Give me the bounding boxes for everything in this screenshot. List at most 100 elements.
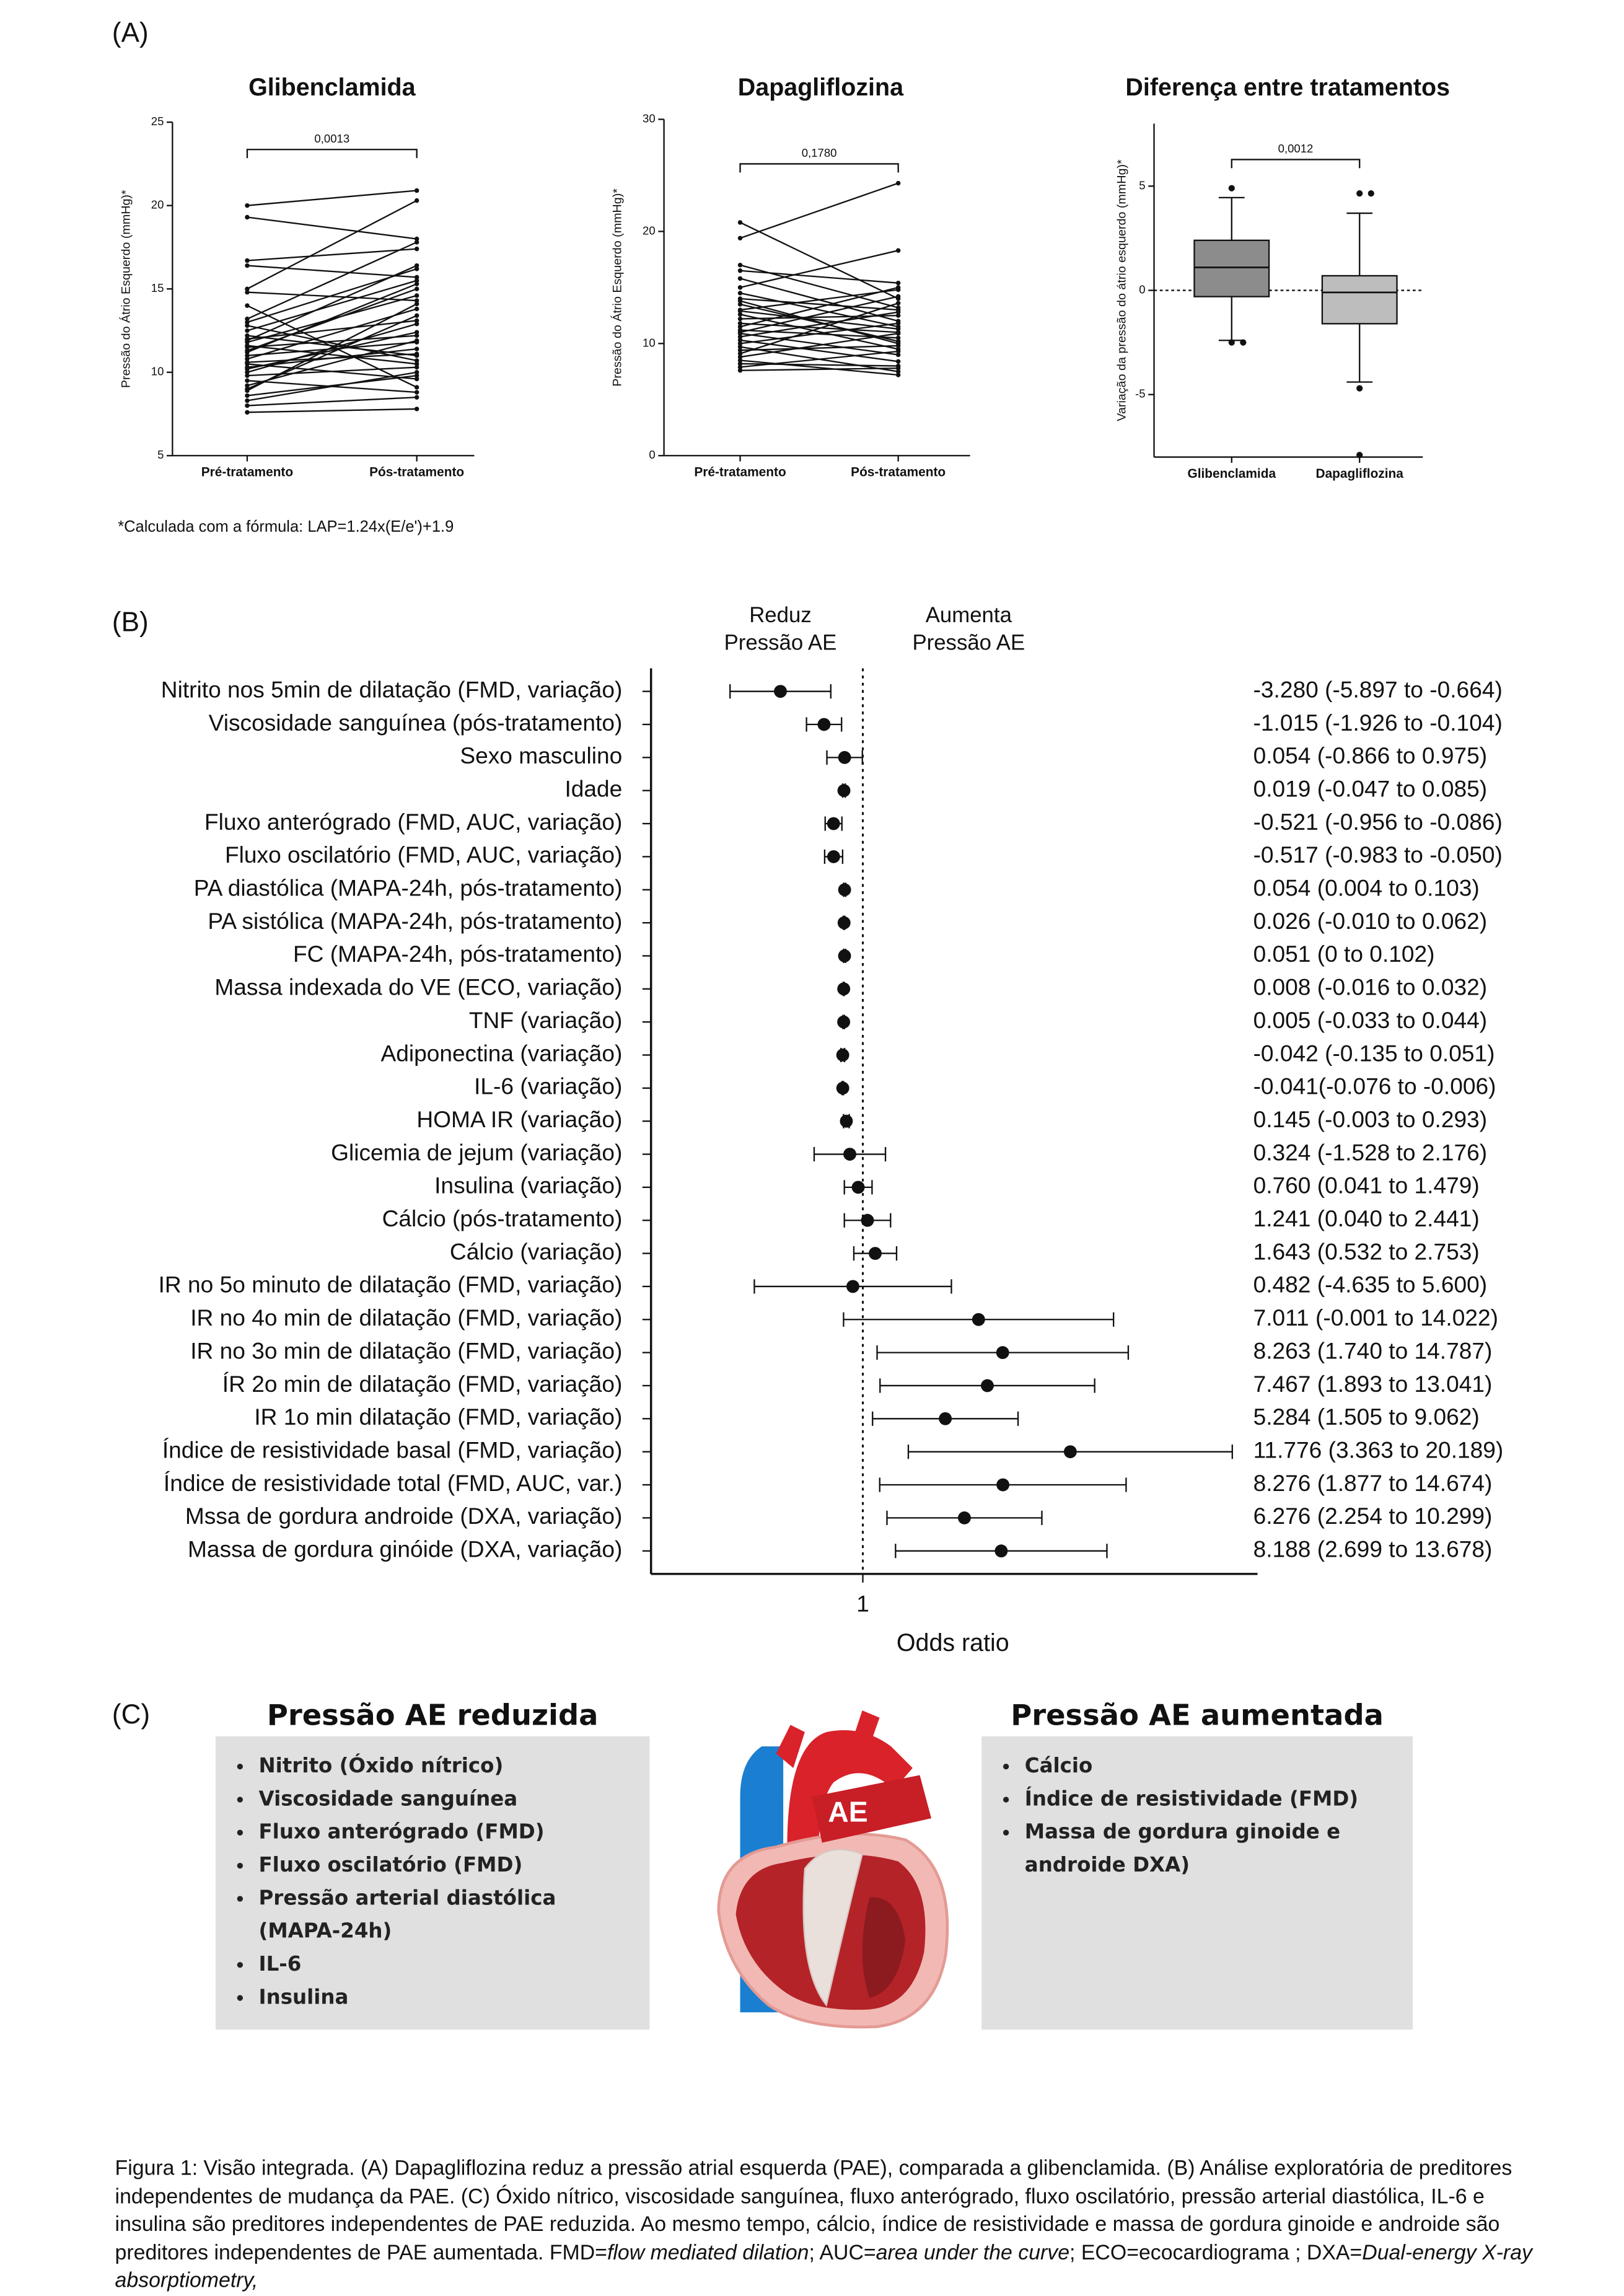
point [737,285,743,290]
point [245,328,250,333]
x-tick-label: Pré-tratamento [694,465,786,480]
y-tick-label: -5 [1135,387,1146,400]
row-label: Sexo masculino [460,742,622,768]
row-label: IL-6 (variação) [474,1073,622,1099]
point [245,214,250,220]
point [245,345,250,350]
row-label: Adiponectina (variação) [380,1040,622,1066]
point [895,366,901,371]
point [245,386,250,392]
value-label: 0.005 (-0.033 to 0.044) [1253,1007,1488,1033]
point [414,364,419,370]
y-tick-label: 0 [1139,283,1145,296]
point-estimate [837,916,851,930]
annotation: 0,0012 [1278,142,1314,155]
point [245,378,250,383]
row-label: Nitrito nos 5min de dilatação (FMD, vari… [161,676,623,702]
value-label: 0.026 (-0.010 to 0.062) [1253,908,1488,934]
value-label: 8.263 (1.740 to 14.787) [1253,1337,1493,1363]
point [414,318,419,323]
value-label: -0.517 (-0.983 to -0.050) [1253,842,1503,868]
point-estimate [1063,1445,1077,1459]
point [414,236,419,242]
point [737,298,743,304]
value-label: 6.276 (2.254 to 10.299) [1253,1503,1493,1529]
point [737,364,743,370]
y-tick-label: 5 [157,448,164,461]
caption-text: Figura 1: Visão integrada. (A) Dapaglifl… [115,2157,1512,2265]
point-estimate [981,1379,994,1392]
point-estimate [939,1412,952,1425]
value-label: -1.015 (-1.926 to -0.104) [1253,710,1503,736]
row-label: Viscosidade sanguínea (pós-tratamento) [209,710,623,736]
point-estimate [996,1346,1009,1360]
caption-text: ; ECO=ecocardiograma ; DXA= [1069,2241,1363,2265]
pair-line [740,250,898,289]
outlier [1367,190,1374,197]
point-estimate [869,1247,882,1260]
pair-line [740,297,898,311]
pair-line [740,296,898,333]
point [737,220,743,225]
pair-line [247,341,417,356]
point [895,352,901,358]
row-label: PA diastólica (MAPA-24h, pós-tratamento) [194,875,623,901]
point [414,351,419,356]
significance-bracket [1231,159,1361,169]
point [737,361,743,366]
value-label: 8.276 (1.877 to 14.674) [1253,1470,1493,1496]
row-label: Fluxo oscilatório (FMD, AUC, variação) [225,842,622,868]
point [245,403,250,408]
point [414,313,419,318]
pair-line [740,292,898,328]
pair-line [740,367,898,371]
point [414,188,419,193]
point [414,306,419,312]
summary-item: Cálcio [1025,1751,1393,1784]
caption-text: area under the curve [876,2241,1070,2265]
pair-line [740,345,898,351]
pair-line [740,359,898,376]
pair-line [247,408,417,413]
point [414,281,419,286]
y-tick-label: 0 [649,448,655,461]
point [414,263,419,268]
point [895,369,901,374]
point-estimate [861,1213,874,1227]
pair-line [740,332,898,358]
pair-line [247,345,417,365]
row-label: HOMA IR (variação) [416,1106,622,1132]
x-tick-label: Dapagliflozina [1316,467,1404,481]
point [245,398,250,403]
value-label: 0.019 (-0.047 to 0.085) [1253,776,1488,802]
point [737,276,743,281]
value-label: -3.280 (-5.897 to -0.664) [1253,676,1503,702]
pair-line [740,300,898,345]
point [414,346,419,351]
point [737,309,743,314]
point-estimate [836,1049,849,1062]
figure: (A) (B) (C) *Calculada com a fórmula: LA… [0,0,1624,2250]
pair-line [247,294,417,343]
annotation: Pressão AE [724,631,837,654]
point [245,289,250,295]
summary-list: Nitrito (Óxido nítrico)Viscosidade sangu… [235,1751,630,2015]
point-estimate [958,1511,971,1524]
pair-line [247,305,418,389]
value-label: 1.643 (0.532 to 2.753) [1253,1238,1480,1264]
x-tick-label: Pós-tratamento [369,465,464,480]
outlier [1228,339,1235,346]
value-label: -0.042 (-0.135 to 0.051) [1253,1040,1495,1066]
value-label: 0.054 (-0.866 to 0.975) [1253,742,1488,768]
row-label: IR no 4o min de dilatação (FMD, variação… [190,1304,622,1331]
point [895,359,901,364]
chart-title: Glibenclamida [248,74,416,101]
point [414,198,419,203]
pair-line [247,315,418,390]
point [245,333,250,338]
point [737,354,743,359]
point [895,280,901,286]
y-tick-label: 10 [643,336,656,349]
pair-line [247,374,417,397]
y-tick-label: 10 [151,365,164,378]
